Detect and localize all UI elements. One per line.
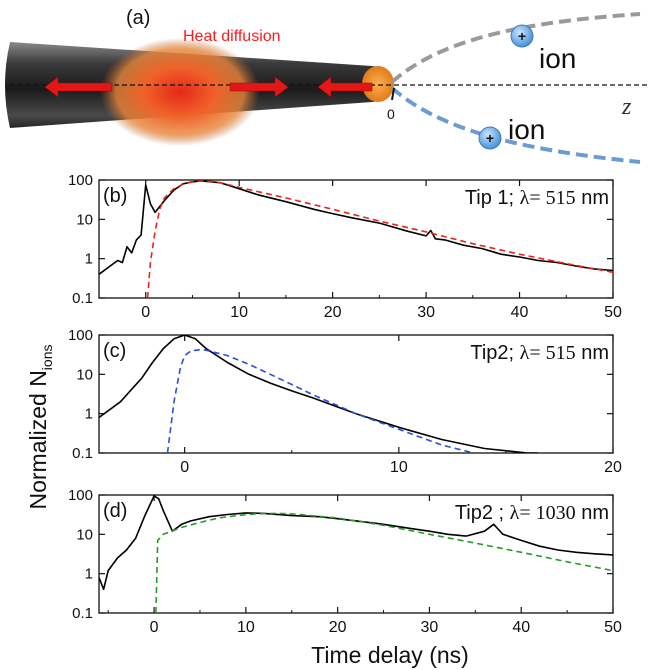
series-line-b-fit xyxy=(146,180,613,298)
ion-sign-top: + xyxy=(518,28,526,44)
tip-apex-glow xyxy=(362,66,394,102)
x-tick-label-b: 40 xyxy=(511,304,529,321)
x-tick-label-b: 0 xyxy=(141,304,150,321)
ion-top: + xyxy=(510,24,534,48)
y-tick-label-b: 1 xyxy=(85,251,93,268)
y-tick-label-b: 10 xyxy=(76,211,93,228)
panel-label-d: (d) xyxy=(103,500,127,522)
y-axis-title-sub: ions xyxy=(39,344,55,370)
plot-frame-b xyxy=(98,179,614,299)
x-axis-title: Time delay (ns) xyxy=(311,642,469,668)
annotation-c: Tip2; λ= 515 nm xyxy=(470,342,609,364)
schematic-panel: + + (a) Heat diffusion ion ion z 0 xyxy=(5,7,650,164)
x-tick-label-b: 10 xyxy=(230,304,248,321)
annotation-b: Tip 1; λ= 515 nm xyxy=(465,187,609,209)
y-axis-title-main: Normalized N xyxy=(25,370,51,509)
series-line-c-data xyxy=(99,335,538,453)
series-line-c-fit xyxy=(166,349,474,453)
panel-label-a: (a) xyxy=(126,7,150,29)
x-tick-label-c: 10 xyxy=(390,459,408,476)
ion-trajectory-top xyxy=(390,12,641,84)
heat-arrow-left-2 xyxy=(317,76,373,98)
x-tick-label-d: 40 xyxy=(512,619,530,636)
ion-label-bottom: ion xyxy=(508,114,545,145)
heat-diffusion-label: Heat diffusion xyxy=(183,28,281,45)
annotation-unit-b: nm xyxy=(576,187,609,209)
panel-label-c: (c) xyxy=(103,340,126,362)
origin-tick xyxy=(391,87,395,101)
annotation-lambda-b: λ= 515 xyxy=(520,187,576,209)
y-tick-label-c: 0.1 xyxy=(72,445,93,462)
y-axis-title: Normalized Nions xyxy=(25,344,55,509)
origin-label: 0 xyxy=(387,106,395,122)
annotation-tip-d: Tip2 ; xyxy=(455,502,510,524)
plot-frame-d xyxy=(98,494,614,614)
annotation-unit-d: nm xyxy=(576,502,609,524)
y-tick-label-b: 0.1 xyxy=(72,290,93,307)
heat-arrow-left xyxy=(44,76,113,98)
panel-label-b: (b) xyxy=(103,185,127,207)
annotation-d: Tip2 ; λ= 1030 nm xyxy=(455,502,609,524)
x-tick-label-b: 30 xyxy=(417,304,435,321)
y-tick-label-d: 100 xyxy=(68,487,93,504)
heat-arrow-right-1 xyxy=(229,76,289,98)
series-line-d-fit xyxy=(155,512,613,613)
series-line-b-data xyxy=(99,180,613,275)
x-tick-label-b: 20 xyxy=(324,304,342,321)
annotation-lambda-c: λ= 515 xyxy=(520,342,576,364)
annotation-tip-b: Tip 1; xyxy=(465,187,520,209)
annotation-tip-c: Tip2; xyxy=(470,342,519,364)
y-tick-label-d: 1 xyxy=(85,566,93,583)
y-tick-label-c: 1 xyxy=(85,406,93,423)
x-tick-label-d: 0 xyxy=(150,619,159,636)
y-tick-label-c: 10 xyxy=(76,366,93,383)
x-tick-label-d: 20 xyxy=(329,619,347,636)
ion-sign-bottom: + xyxy=(486,130,494,146)
ion-label-top: ion xyxy=(539,43,576,74)
y-tick-label-b: 100 xyxy=(68,172,93,189)
x-tick-label-d: 30 xyxy=(421,619,439,636)
chart-panel-d: 0 10 20 30 40 50 0.1 1 10 100 (d) Tip2 ; λ= 1030 nm xyxy=(68,487,622,636)
x-tick-label-b: 50 xyxy=(604,304,622,321)
annotation-unit-c: nm xyxy=(576,342,609,364)
chart-panel-b: 0 10 20 30 40 50 0.1 1 10 100 (b) Tip 1; λ= 515 nm xyxy=(68,172,622,321)
x-tick-label-c: 0 xyxy=(180,459,189,476)
y-tick-label-d: 10 xyxy=(76,526,93,543)
y-tick-label-c: 100 xyxy=(68,327,93,344)
ion-bottom: + xyxy=(478,126,502,150)
x-tick-label-d: 10 xyxy=(237,619,255,636)
heat-spot xyxy=(100,38,260,146)
plot-frame-c xyxy=(98,334,614,454)
chart-panel-c: 0 10 20 0.1 1 10 100 (c) Tip2; λ= 515 nm xyxy=(68,327,622,476)
x-tick-label-d: 50 xyxy=(604,619,622,636)
annotation-lambda-d: λ= 1030 xyxy=(510,502,576,524)
series-line-d-data xyxy=(99,495,613,591)
x-tick-label-c: 20 xyxy=(604,459,622,476)
axis-z-label: z xyxy=(621,94,632,120)
y-tick-label-d: 0.1 xyxy=(72,605,93,622)
